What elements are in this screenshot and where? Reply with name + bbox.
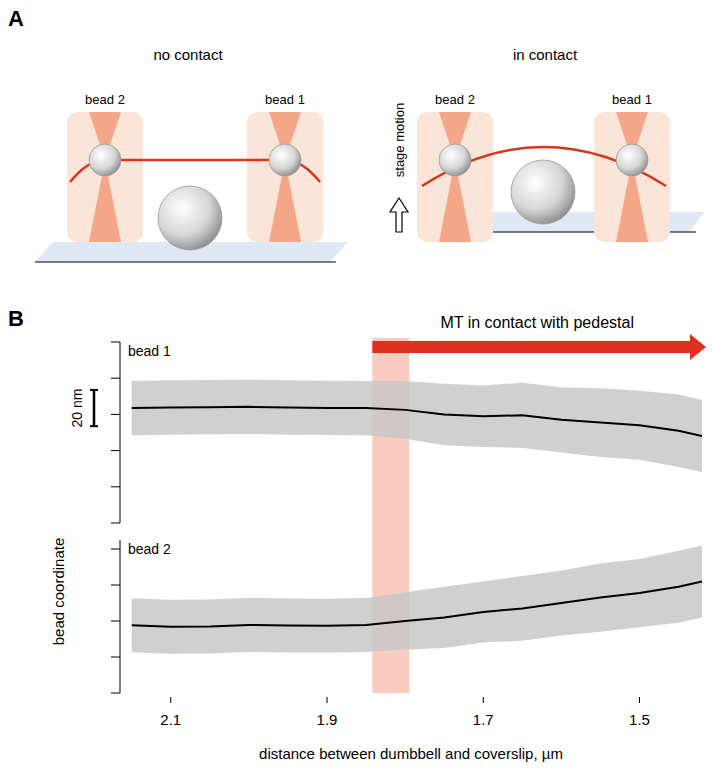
- y-tick: [111, 414, 120, 415]
- panel-title: in contact: [513, 46, 578, 63]
- panel-title: no contact: [153, 46, 223, 63]
- scale-bar-label: 20 nm: [69, 389, 85, 428]
- y-tick: [111, 342, 120, 343]
- trace: [132, 407, 702, 436]
- bead: [511, 160, 575, 224]
- y-tick: [111, 378, 120, 379]
- optical-trap: [247, 112, 323, 242]
- bead: [269, 144, 301, 176]
- x-tick-label: 2.1: [160, 711, 181, 728]
- bead: [439, 144, 471, 176]
- bead-label: bead 1: [612, 92, 652, 107]
- y-axis: [120, 540, 121, 693]
- optical-trap: [417, 112, 493, 242]
- y-tick: [111, 657, 120, 658]
- panel-letter: B: [8, 306, 24, 331]
- bead: [89, 144, 121, 176]
- x-tick: [483, 697, 484, 703]
- trap-region: [417, 112, 493, 242]
- x-tick: [639, 697, 640, 703]
- x-tick-label: 1.5: [629, 711, 650, 728]
- figure: Ano contact in contact bead 2 bead 1 stage m…: [0, 0, 712, 772]
- y-tick: [111, 585, 120, 586]
- plot-area: [132, 545, 702, 653]
- y-tick: [111, 486, 120, 487]
- plot-area: [132, 380, 702, 473]
- y-axis: [120, 342, 121, 523]
- trace: [132, 581, 702, 626]
- stage-label: stage motion: [392, 103, 407, 177]
- y-tick: [111, 693, 120, 694]
- x-tick-label: 1.7: [473, 711, 494, 728]
- noise-band: [132, 380, 702, 473]
- x-tick-label: 1.9: [317, 711, 338, 728]
- y-tick: [111, 523, 120, 524]
- x-tick: [327, 697, 328, 703]
- trace-title: bead 2: [128, 541, 171, 557]
- trap-region: [67, 112, 143, 242]
- y-tick: [111, 621, 120, 622]
- trap-region: [247, 112, 323, 242]
- trace-title: bead 1: [128, 343, 171, 359]
- stage-arrow: [390, 198, 408, 232]
- optical-trap: [67, 112, 143, 242]
- scale-bar-cap: [90, 389, 98, 391]
- panel-letter: A: [8, 6, 24, 31]
- x-axis-title: distance between dumbbell and coverslip,…: [259, 745, 563, 762]
- trap-region: [594, 112, 670, 242]
- optical-trap: [594, 112, 670, 242]
- noise-band: [132, 545, 702, 653]
- bead-label: bead 2: [435, 92, 475, 107]
- contact-arrow: [372, 341, 692, 353]
- bead-label: bead 2: [85, 92, 125, 107]
- contact-arrowhead: [690, 334, 706, 360]
- y-axis-title: bead coordinate: [50, 538, 67, 646]
- y-tick: [111, 549, 120, 550]
- bead: [158, 186, 222, 250]
- bead: [616, 144, 648, 176]
- scale-bar: [93, 390, 96, 426]
- y-tick: [111, 450, 120, 451]
- scale-bar-cap: [90, 425, 98, 427]
- coverslip-edge: [35, 261, 336, 262]
- annotation: MT in contact with pedestal: [440, 314, 634, 331]
- x-tick: [170, 697, 171, 703]
- bead-label: bead 1: [265, 92, 305, 107]
